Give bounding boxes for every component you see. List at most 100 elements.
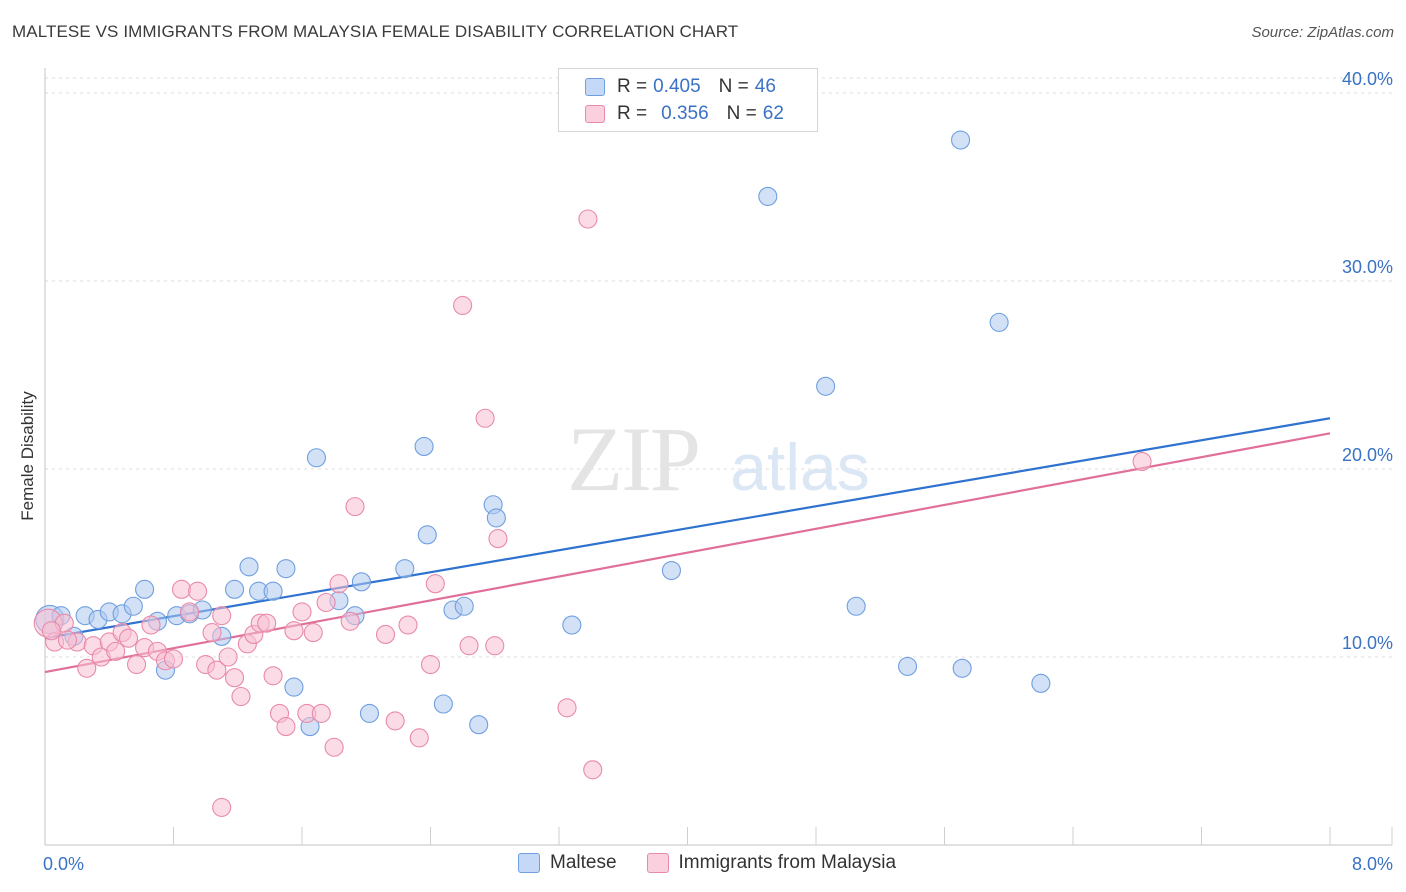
x-tick-label-min: 0.0%	[43, 854, 84, 874]
malaysia-point	[127, 654, 147, 675]
maltese-point	[284, 677, 304, 697]
maltese-point	[239, 557, 259, 577]
malaysia-point	[375, 624, 396, 645]
watermark-zip: ZIP	[567, 408, 699, 510]
legend-n-value-maltese: 46	[754, 76, 776, 97]
malaysia-point	[231, 686, 251, 707]
legend-r-label: R =	[617, 103, 648, 124]
legend-label-maltese: Maltese	[550, 852, 617, 873]
malaysia-point	[57, 630, 78, 650]
maltese-point	[414, 436, 434, 457]
legend-r-value-malaysia: 0.356	[661, 103, 709, 124]
maltese-point	[135, 579, 155, 599]
y-tick-label: 40.0%	[1342, 69, 1393, 89]
malaysia-point	[475, 408, 495, 428]
maltese-point	[454, 596, 474, 616]
maltese-point	[898, 656, 918, 676]
malaysia-point	[316, 592, 336, 613]
malaysia-point	[485, 636, 505, 656]
malaysia-point	[345, 497, 365, 517]
data-points	[33, 130, 1152, 817]
y-tick-label: 30.0%	[1342, 257, 1393, 277]
maltese-point	[1031, 673, 1051, 693]
malaysia-point	[118, 628, 139, 648]
legend-item-maltese: Maltese	[518, 852, 617, 874]
malaysia-point	[488, 529, 508, 549]
malaysia-point	[292, 602, 312, 622]
malaysia-point	[77, 658, 97, 678]
malaysia-point	[257, 613, 277, 633]
malaysia-point	[263, 666, 283, 686]
malaysia-point	[329, 574, 349, 594]
maltese-point	[433, 694, 453, 714]
maltese-point	[263, 581, 283, 601]
maltese-point	[486, 508, 506, 528]
maltese-point	[952, 658, 972, 678]
malaysia-point	[340, 611, 360, 631]
malaysia-point	[212, 797, 232, 817]
maltese-point	[816, 376, 836, 396]
chart-source: Source: ZipAtlas.com	[1251, 24, 1394, 41]
malaysia-point	[202, 623, 222, 643]
malaysia-point	[180, 602, 200, 622]
legend-swatch-malaysia	[646, 853, 669, 873]
legend-swatch-malaysia	[585, 105, 605, 123]
malaysia-point	[425, 574, 445, 594]
legend-r-label: R =	[617, 76, 648, 97]
axes	[44, 68, 1393, 846]
maltese-point	[469, 715, 489, 735]
maltese-point	[661, 560, 681, 581]
malaysia-point	[41, 621, 61, 641]
maltese-point	[951, 130, 971, 150]
legend-label-malaysia: Immigrants from Malaysia	[678, 852, 897, 873]
malaysia-point	[141, 615, 161, 635]
maltese-point	[417, 525, 437, 545]
malaysia-point	[583, 760, 603, 780]
watermark-atlas: atlas	[730, 430, 869, 504]
legend-item-malaysia: Immigrants from Malaysia	[646, 852, 897, 874]
malaysia-point	[459, 636, 479, 656]
malaysia-point	[1132, 451, 1152, 472]
maltese-point	[989, 312, 1009, 332]
maltese-point	[224, 579, 245, 599]
y-tick-label: 20.0%	[1342, 445, 1393, 465]
malaysia-point	[324, 737, 344, 757]
maltese-point	[276, 559, 296, 579]
maltese-trend-line	[44, 417, 1331, 640]
malaysia-point	[212, 606, 232, 626]
malaysia-point	[284, 621, 304, 641]
legend-swatch-maltese	[518, 853, 540, 873]
malaysia-point	[106, 641, 126, 661]
malaysia-point	[557, 698, 577, 718]
tick-labels: 10.0% 20.0% 30.0% 40.0% 0.0% 8.0%	[43, 69, 1393, 874]
maltese-point	[395, 559, 415, 579]
maltese-point	[846, 596, 866, 616]
stats-legend: R = 0.405 N = 46 R = 0.356 N = 62	[558, 68, 818, 132]
legend-n-label: N =	[718, 76, 749, 97]
malaysia-point	[578, 209, 598, 229]
malaysia-point	[311, 703, 331, 723]
malaysia-point	[409, 728, 429, 748]
malaysia-point	[224, 668, 245, 688]
x-tick-label-max: 8.0%	[1352, 854, 1393, 874]
maltese-point	[758, 186, 778, 206]
maltese-point	[562, 615, 582, 635]
chart-title: MALTESE VS IMMIGRANTS FROM MALAYSIA FEMA…	[12, 22, 739, 41]
legend-r-value-maltese: 0.405	[653, 76, 701, 97]
y-tick-label: 10.0%	[1342, 633, 1393, 653]
maltese-point	[359, 703, 380, 723]
stats-legend-row-maltese: R = 0.405 N = 46	[585, 75, 776, 99]
maltese-point	[123, 596, 143, 616]
malaysia-point	[420, 654, 441, 675]
legend-swatch-maltese	[585, 78, 605, 96]
maltese-point	[351, 572, 371, 592]
malaysia-point	[218, 647, 238, 667]
malaysia-point	[398, 615, 418, 635]
malaysia-point	[303, 623, 323, 643]
series-legend: Maltese Immigrants from Malaysia	[518, 852, 926, 874]
watermark: ZIP atlas	[567, 408, 870, 510]
malaysia-point	[453, 295, 473, 316]
legend-n-value-malaysia: 62	[762, 103, 784, 124]
stats-legend-row-malaysia: R = 0.356 N = 62	[585, 102, 784, 126]
